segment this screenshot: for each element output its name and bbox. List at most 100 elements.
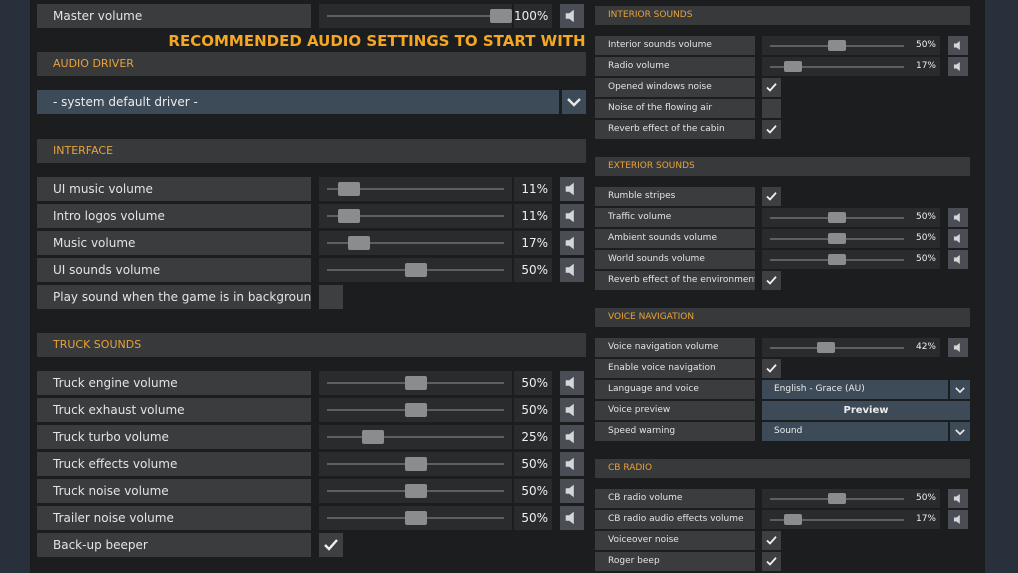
arrow-glyph: [567, 98, 581, 107]
speaker-glyph: [565, 403, 574, 417]
slider-track: [327, 242, 504, 244]
speaker-glyph: [565, 182, 574, 196]
check-glyph: [766, 536, 777, 545]
mute-button[interactable]: [560, 4, 584, 28]
mute-button[interactable]: [560, 479, 584, 503]
check-glyph: [766, 192, 777, 201]
speaker-icon: [565, 511, 574, 525]
mute-button[interactable]: [560, 425, 584, 449]
checkbox[interactable]: [762, 120, 781, 139]
volume-slider[interactable]: [319, 398, 512, 422]
volume-slider[interactable]: [319, 258, 512, 282]
mute-button[interactable]: [948, 510, 968, 529]
volume-slider[interactable]: [319, 371, 512, 395]
volume-value: 50%: [912, 250, 940, 269]
mute-button[interactable]: [948, 208, 968, 227]
row-label: Truck noise volume: [37, 479, 311, 503]
mute-button[interactable]: [560, 506, 584, 530]
check-glyph: [766, 83, 777, 92]
speaker-icon: [953, 212, 960, 223]
mute-button[interactable]: [560, 204, 584, 228]
row-label: Voice navigation volume: [595, 338, 755, 357]
checkbox[interactable]: [762, 359, 781, 378]
volume-value: 17%: [912, 510, 940, 529]
volume-value: 50%: [912, 208, 940, 227]
mute-button[interactable]: [560, 258, 584, 282]
section-header: INTERFACE: [37, 139, 586, 163]
row-label: Interior sounds volume: [595, 36, 755, 55]
speaker-icon: [953, 514, 960, 525]
slider-thumb: [828, 40, 846, 51]
check-icon: [766, 83, 777, 92]
volume-slider[interactable]: [319, 177, 512, 201]
checkbox[interactable]: [762, 78, 781, 97]
volume-value: 11%: [514, 204, 552, 228]
speaker-icon: [565, 484, 574, 498]
speaker-icon: [565, 430, 574, 444]
mute-button[interactable]: [560, 398, 584, 422]
volume-slider[interactable]: [319, 4, 512, 28]
mute-button[interactable]: [560, 231, 584, 255]
volume-slider[interactable]: [319, 479, 512, 503]
volume-value: 50%: [514, 398, 552, 422]
volume-slider[interactable]: [762, 57, 912, 76]
mute-button[interactable]: [560, 371, 584, 395]
dropdown-arrow[interactable]: [950, 422, 970, 441]
volume-slider[interactable]: [762, 510, 912, 529]
volume-slider[interactable]: [319, 425, 512, 449]
checkbox[interactable]: [762, 531, 781, 550]
mute-button[interactable]: [948, 250, 968, 269]
volume-slider[interactable]: [762, 338, 912, 357]
speaker-icon: [953, 493, 960, 504]
volume-value: 50%: [514, 371, 552, 395]
mute-button[interactable]: [560, 452, 584, 476]
row-label: Opened windows noise: [595, 78, 755, 97]
volume-slider[interactable]: [762, 229, 912, 248]
speaker-glyph: [565, 457, 574, 471]
checkbox[interactable]: [762, 552, 781, 571]
row-label: Noise of the flowing air: [595, 99, 755, 118]
volume-slider[interactable]: [762, 489, 912, 508]
slider-thumb: [490, 9, 512, 23]
volume-slider[interactable]: [762, 250, 912, 269]
slider-thumb: [337, 209, 360, 223]
volume-slider[interactable]: [319, 231, 512, 255]
check-glyph: [766, 125, 777, 134]
volume-slider[interactable]: [319, 506, 512, 530]
row-label: Ambient sounds volume: [595, 229, 755, 248]
volume-slider[interactable]: [319, 204, 512, 228]
dropdown-arrow[interactable]: [950, 380, 970, 399]
slider-thumb: [784, 514, 803, 525]
dropdown-arrow[interactable]: [562, 90, 586, 114]
checkbox[interactable]: [762, 99, 781, 118]
mute-button[interactable]: [948, 338, 968, 357]
slider-thumb: [404, 403, 427, 417]
dropdown[interactable]: Sound: [762, 422, 948, 441]
dropdown[interactable]: English - Grace (AU): [762, 380, 948, 399]
section-header: CB RADIO: [595, 459, 970, 478]
mute-button[interactable]: [948, 57, 968, 76]
slider-track: [770, 65, 904, 68]
mute-button[interactable]: [948, 489, 968, 508]
row-label: World sounds volume: [595, 250, 755, 269]
mute-button[interactable]: [948, 36, 968, 55]
mute-button[interactable]: [560, 177, 584, 201]
volume-slider[interactable]: [319, 452, 512, 476]
speaker-icon: [953, 40, 960, 51]
speaker-icon: [953, 61, 960, 72]
volume-value: 50%: [912, 229, 940, 248]
volume-slider[interactable]: [762, 208, 912, 227]
checkbox[interactable]: [319, 285, 343, 309]
volume-slider[interactable]: [762, 36, 912, 55]
preview-button[interactable]: Preview: [762, 401, 970, 420]
row-label: Voiceover noise: [595, 531, 755, 550]
mute-button[interactable]: [948, 229, 968, 248]
slider-track: [327, 436, 504, 438]
checkbox[interactable]: [319, 533, 343, 557]
checkbox[interactable]: [762, 187, 781, 206]
checkbox[interactable]: [762, 271, 781, 290]
row-label: Reverb effect of the cabin: [595, 120, 755, 139]
row-label: Truck exhaust volume: [37, 398, 311, 422]
speaker-glyph: [565, 209, 574, 223]
driver-dropdown[interactable]: - system default driver -: [37, 90, 559, 114]
